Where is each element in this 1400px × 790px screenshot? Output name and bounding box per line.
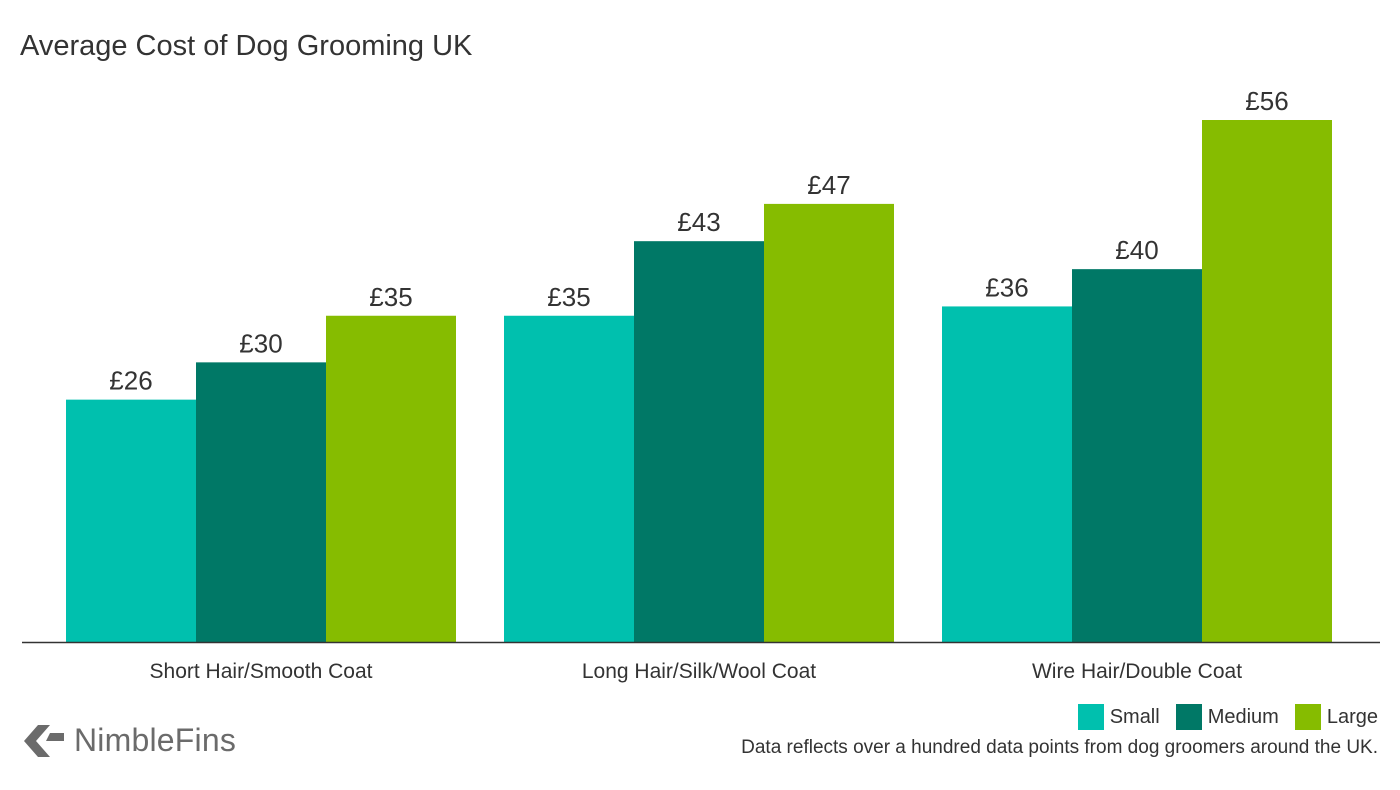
bar-large-1	[764, 203, 894, 642]
legend-swatch-small	[1077, 704, 1104, 730]
bar-medium-0	[196, 362, 326, 642]
data-label-medium-2: £40	[1115, 235, 1158, 265]
logo-chevron-icon	[24, 724, 64, 757]
legend-swatch-large	[1294, 704, 1321, 730]
bar-small-0	[66, 399, 196, 642]
legend-label-medium: Medium	[1207, 705, 1279, 728]
bar-small-2	[942, 306, 1072, 642]
bar-large-2	[1202, 120, 1332, 642]
category-label-0: Short Hair/Smooth Coat	[150, 660, 373, 683]
legend-label-small: Small	[1109, 705, 1160, 728]
legend-swatch-medium	[1175, 704, 1202, 730]
legend-label-large: Large	[1326, 705, 1378, 728]
data-label-medium-1: £43	[677, 207, 720, 237]
category-label-1: Long Hair/Silk/Wool Coat	[582, 660, 816, 683]
data-label-large-0: £35	[369, 282, 412, 312]
bar-large-0	[326, 315, 456, 642]
data-label-small-0: £26	[109, 366, 152, 396]
bar-medium-2	[1072, 269, 1202, 642]
data-label-large-1: £47	[807, 170, 850, 200]
data-label-small-2: £36	[985, 272, 1028, 302]
bar-chart: £26 £30 £35 Short Hair/Smooth Coat £35 £43 £47…	[22, 86, 1380, 683]
legend-item-large: Large	[1294, 704, 1378, 730]
legend: Small Medium Large	[1062, 704, 1378, 730]
bar-medium-1	[634, 241, 764, 642]
footnote: Data reflects over a hundred data points…	[741, 737, 1378, 758]
data-label-small-1: £35	[547, 282, 590, 312]
nimblefins-logo: NimbleFins	[20, 722, 236, 759]
legend-item-medium: Medium	[1175, 704, 1279, 730]
data-label-large-2: £56	[1245, 86, 1288, 116]
bar-small-1	[504, 315, 634, 642]
logo-text: NimbleFins	[74, 722, 237, 758]
category-label-2: Wire Hair/Double Coat	[1032, 660, 1242, 683]
chart-title: Average Cost of Dog Grooming UK	[20, 30, 473, 62]
legend-item-small: Small	[1077, 704, 1160, 730]
data-label-medium-0: £30	[239, 328, 282, 358]
